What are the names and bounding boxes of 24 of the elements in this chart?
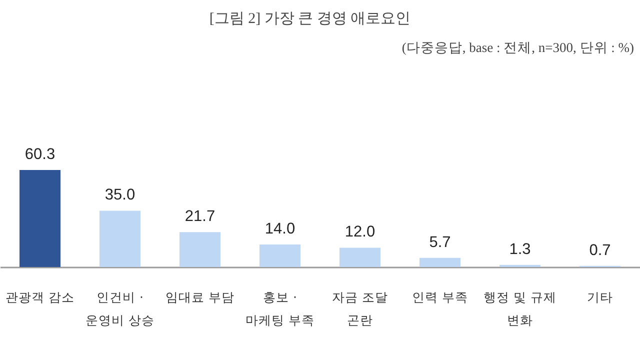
data-label: 14.0 xyxy=(264,220,296,238)
bar xyxy=(180,232,220,267)
data-label: 5.7 xyxy=(429,234,451,251)
x-tick-label: 자금 조달 곤란 xyxy=(332,290,388,328)
bar xyxy=(260,244,300,267)
x-tick-label: 임대료 부담 xyxy=(166,290,234,304)
chart-title: [그림 2] 가장 큰 경영 애로요인 xyxy=(209,11,411,27)
x-tick-label: 기타 xyxy=(587,290,613,304)
x-tick-label: 관광객 감소 xyxy=(6,290,74,304)
data-label: 1.3 xyxy=(509,240,531,258)
bar xyxy=(340,248,380,267)
x-tick-label: 인력 부족 xyxy=(412,290,468,304)
chart-subtitle: (다중응답, base : 전체, n=300, 단위 : %) xyxy=(402,40,634,55)
data-label: 0.7 xyxy=(589,242,611,259)
data-label: 60.3 xyxy=(24,146,56,163)
data-label: 21.7 xyxy=(184,208,216,226)
x-tick-label: 행정 및 규제 변화 xyxy=(484,290,556,328)
x-tick-label: 홍보 · 마케팅 부족 xyxy=(246,290,314,328)
x-tick-label: 인건비 · 운영비 상승 xyxy=(86,290,154,328)
data-label: 12.0 xyxy=(344,224,376,241)
bar xyxy=(420,258,460,267)
data-label: 35.0 xyxy=(104,186,136,204)
bar xyxy=(100,210,140,267)
bar xyxy=(20,170,60,267)
